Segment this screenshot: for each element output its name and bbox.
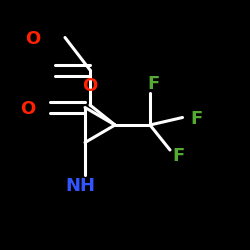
- Text: F: F: [172, 147, 185, 165]
- Text: NH: NH: [65, 177, 95, 195]
- Text: F: F: [190, 110, 202, 128]
- Text: O: O: [25, 30, 40, 48]
- Text: O: O: [82, 77, 98, 95]
- Text: F: F: [148, 75, 160, 93]
- Text: O: O: [20, 100, 35, 118]
